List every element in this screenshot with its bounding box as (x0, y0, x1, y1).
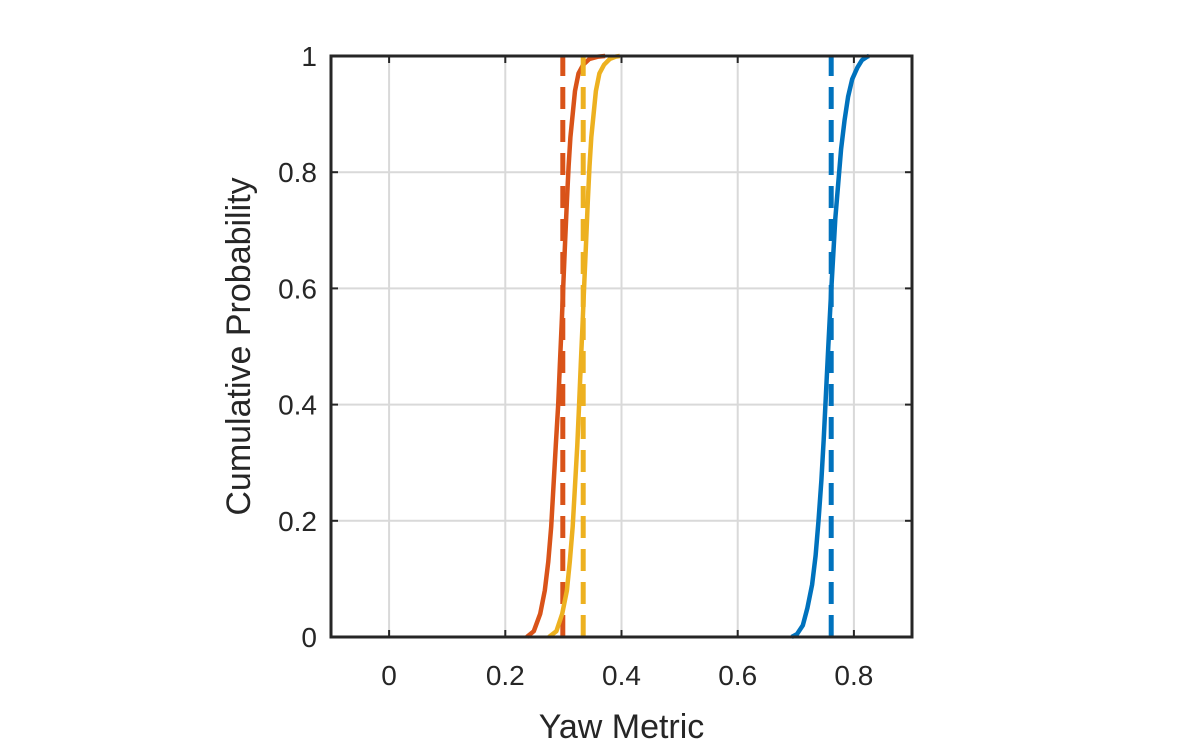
y-tick-label: 0 (301, 622, 317, 653)
y-tick-label: 0.2 (278, 506, 317, 537)
x-tick-label: 0.8 (834, 660, 873, 691)
y-tick-label: 0.8 (278, 157, 317, 188)
x-tick-labels: 0 0.2 0.4 0.6 0.8 (381, 660, 873, 691)
x-tick-label: 0 (381, 660, 397, 691)
series-line-5-cdf (547, 53, 621, 639)
grid-lines (331, 56, 912, 637)
series-line-3-cdf (525, 53, 606, 639)
x-axis-label: Yaw Metric (539, 708, 705, 746)
y-tick-label: 1 (301, 41, 317, 72)
plot-series (525, 53, 870, 639)
x-tick-label: 0.6 (718, 660, 757, 691)
y-tick-labels: 0 0.2 0.4 0.6 0.8 1 (278, 41, 317, 653)
y-tick-label: 0.6 (278, 273, 317, 304)
y-tick-label: 0.4 (278, 390, 317, 421)
y-axis-label: Cumulative Probability (220, 177, 258, 515)
x-tick-label: 0.2 (486, 660, 525, 691)
tick-marks (331, 55, 912, 638)
x-tick-label: 0.4 (602, 660, 641, 691)
